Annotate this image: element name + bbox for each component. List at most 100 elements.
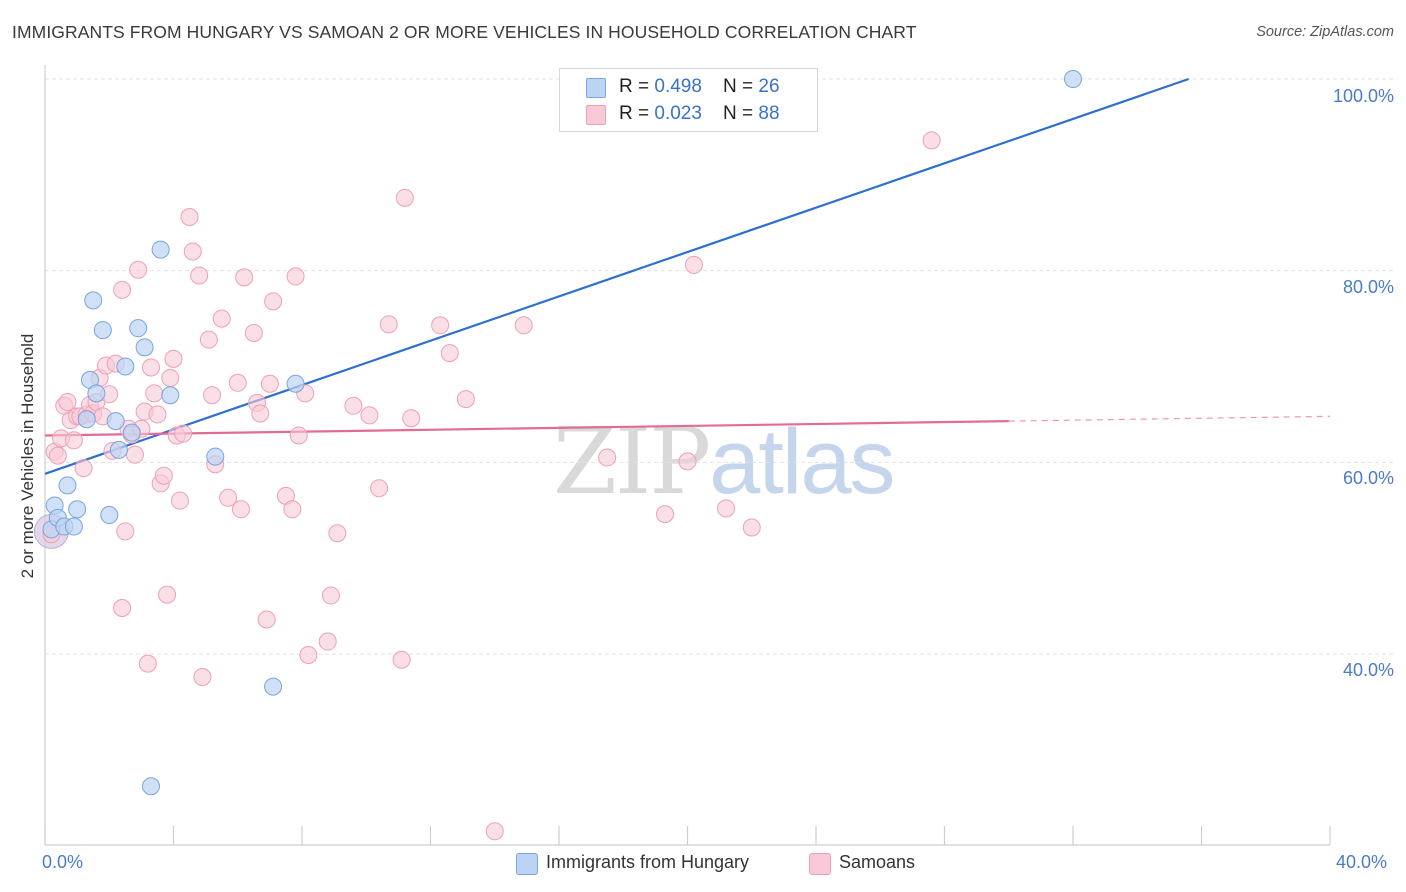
samoan-point — [235, 268, 254, 287]
samoan-point — [742, 518, 761, 537]
hungary-point — [129, 319, 148, 338]
hungary-point — [77, 410, 96, 429]
samoan-point — [116, 522, 135, 541]
legend-label: Samoans — [839, 852, 916, 872]
hungary-point — [106, 412, 125, 431]
n-label: N = — [723, 103, 759, 124]
samoan-point — [395, 188, 414, 207]
samoan-point — [212, 309, 231, 328]
samoan-legend-swatch — [809, 853, 831, 875]
n-label: N = — [723, 76, 759, 97]
samoan-point — [440, 344, 459, 363]
samoan-point — [145, 384, 164, 403]
r-value: 0.498 — [654, 76, 702, 97]
samoan-point — [231, 500, 250, 519]
hungary-point — [116, 357, 135, 376]
hungary-point — [109, 440, 128, 459]
hungary-point — [93, 321, 112, 340]
samoan-point — [170, 491, 189, 510]
samoan-point — [678, 452, 697, 471]
samoan-point — [251, 404, 270, 423]
samoan-point — [129, 260, 148, 279]
samoan-point — [180, 208, 199, 226]
hungary-point — [58, 476, 77, 495]
y-tick-label: 100.0% — [1332, 86, 1394, 106]
samoan-point — [514, 316, 533, 335]
samoan-point — [193, 668, 212, 686]
samoan-point — [113, 280, 132, 299]
samoan-point — [228, 373, 247, 392]
samoan-point — [656, 505, 675, 524]
gridlines — [45, 78, 1395, 655]
hungary-point — [100, 506, 119, 525]
samoan-point — [164, 349, 183, 368]
samoan-point — [142, 358, 161, 377]
samoan-point — [158, 585, 177, 604]
samoan-point — [379, 315, 398, 334]
samoan-point — [289, 426, 308, 445]
samoan-point — [219, 488, 238, 507]
samoan-point — [318, 632, 337, 651]
samoan-point — [328, 524, 347, 543]
x-tick-label-min: 0.0% — [42, 852, 84, 872]
hungary-point — [87, 384, 106, 403]
samoan-point — [161, 369, 180, 387]
samoan-point — [402, 409, 421, 428]
samoan-point — [125, 445, 144, 464]
n-value: 88 — [758, 103, 780, 124]
samoan-point — [321, 586, 340, 605]
hungary-trend-line — [44, 77, 1190, 475]
samoan-point — [244, 323, 263, 342]
samoan-point — [154, 466, 173, 485]
hungary-point — [142, 777, 161, 796]
samoan-point — [138, 654, 157, 673]
samoan-point — [456, 390, 475, 409]
samoan-point — [183, 242, 202, 261]
samoan-point — [257, 610, 276, 629]
r-label: R = — [619, 103, 655, 124]
trend-lines — [44, 77, 1331, 475]
samoan-point — [74, 459, 93, 478]
samoan-point — [286, 267, 305, 286]
source-label: Source: ZipAtlas.com — [1256, 24, 1394, 40]
samoan-point — [58, 392, 77, 411]
hungary-point — [135, 338, 154, 357]
samoan-point — [174, 424, 193, 443]
samoan-point — [344, 396, 363, 415]
y-axis-title: 2 or more Vehicles in Household — [18, 333, 37, 579]
samoan-point — [370, 479, 389, 498]
hungary-point — [161, 386, 180, 405]
hungary-point — [68, 500, 87, 519]
hungary-point — [151, 240, 170, 259]
y-tick-label: 40.0% — [1342, 660, 1394, 680]
y-tick-label: 60.0% — [1342, 468, 1394, 488]
samoan-point — [264, 292, 283, 311]
y-tick-label: 80.0% — [1342, 277, 1394, 297]
samoan-point — [431, 316, 450, 335]
samoan-point — [113, 599, 132, 617]
samoan-point — [260, 374, 279, 393]
samoan-point — [922, 131, 941, 150]
x-tick-label-max: 40.0% — [1336, 852, 1388, 872]
hungary-point — [64, 517, 83, 536]
samoan-point — [392, 650, 411, 669]
hungary-point — [206, 447, 225, 466]
data-points — [33, 70, 1082, 841]
samoan-point — [190, 266, 209, 285]
hungary-point — [264, 677, 283, 696]
stats-legend: R = 0.498 N = 26 R = 0.023 N = 88 — [559, 68, 818, 132]
chart-title: IMMIGRANTS FROM HUNGARY VS SAMOAN 2 OR M… — [12, 22, 917, 42]
r-value: 0.023 — [654, 103, 702, 124]
samoan-point — [485, 822, 504, 841]
samoan-point — [203, 386, 222, 405]
samoan-point — [199, 330, 218, 349]
samoan-point — [64, 431, 83, 450]
axes — [44, 65, 1331, 846]
samoan-point — [299, 645, 318, 664]
samoan-point — [717, 499, 736, 518]
samoan-point — [360, 406, 379, 425]
hungary-point — [84, 291, 103, 310]
samoan-trend-line — [44, 420, 1009, 437]
samoan-point — [598, 448, 617, 467]
